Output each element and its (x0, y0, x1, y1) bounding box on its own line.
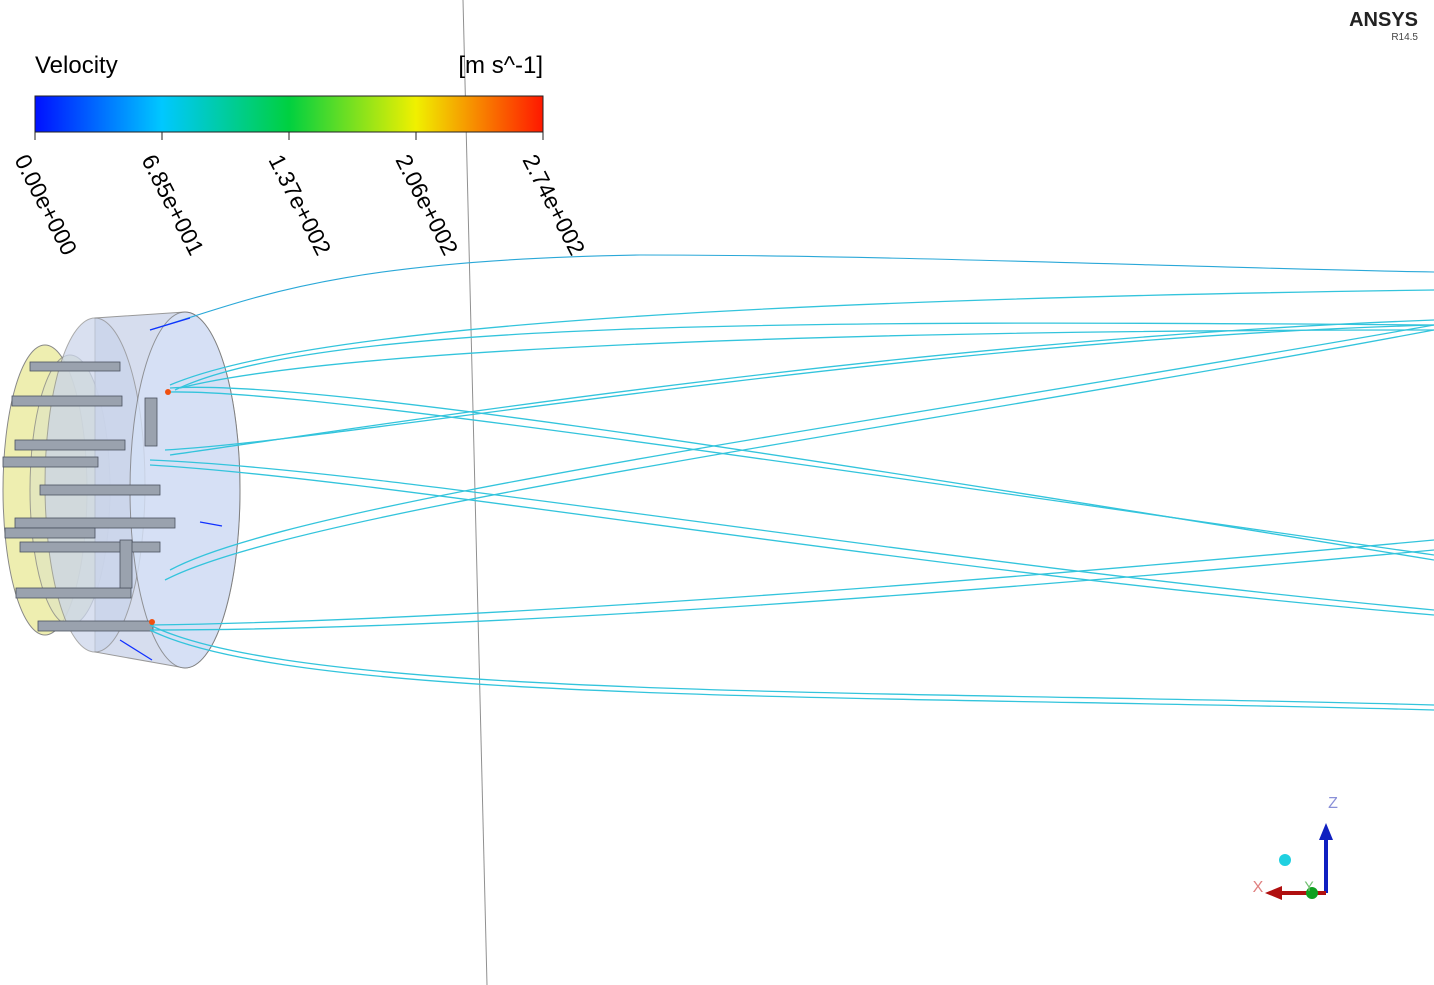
version: R14.5 (1391, 32, 1418, 43)
legend-tick-label: 2.74e+002 (518, 150, 591, 259)
legend-tick-label: 1.37e+002 (264, 150, 337, 259)
legend-unit: [m s^-1] (458, 52, 543, 79)
axis-y: Y (1304, 878, 1314, 894)
legend-tick-label: 0.00e+000 (10, 150, 83, 259)
streamlines (119, 254, 1434, 711)
geometry (2, 311, 241, 669)
legend-tick-label: 6.85e+001 (137, 150, 210, 259)
axis-z: Z (1328, 795, 1338, 812)
axis-x: X (1253, 879, 1264, 896)
legend: Velocity [m s^-1] 0.00e+000 6.85e+001 1.37… (10, 52, 591, 259)
logo: ANSYS (1349, 9, 1418, 31)
color-bar (34, 95, 544, 133)
axis-triad: Z X Y (1253, 795, 1338, 900)
legend-tick-label: 2.06e+002 (391, 150, 464, 259)
legend-title: Velocity (35, 52, 118, 79)
